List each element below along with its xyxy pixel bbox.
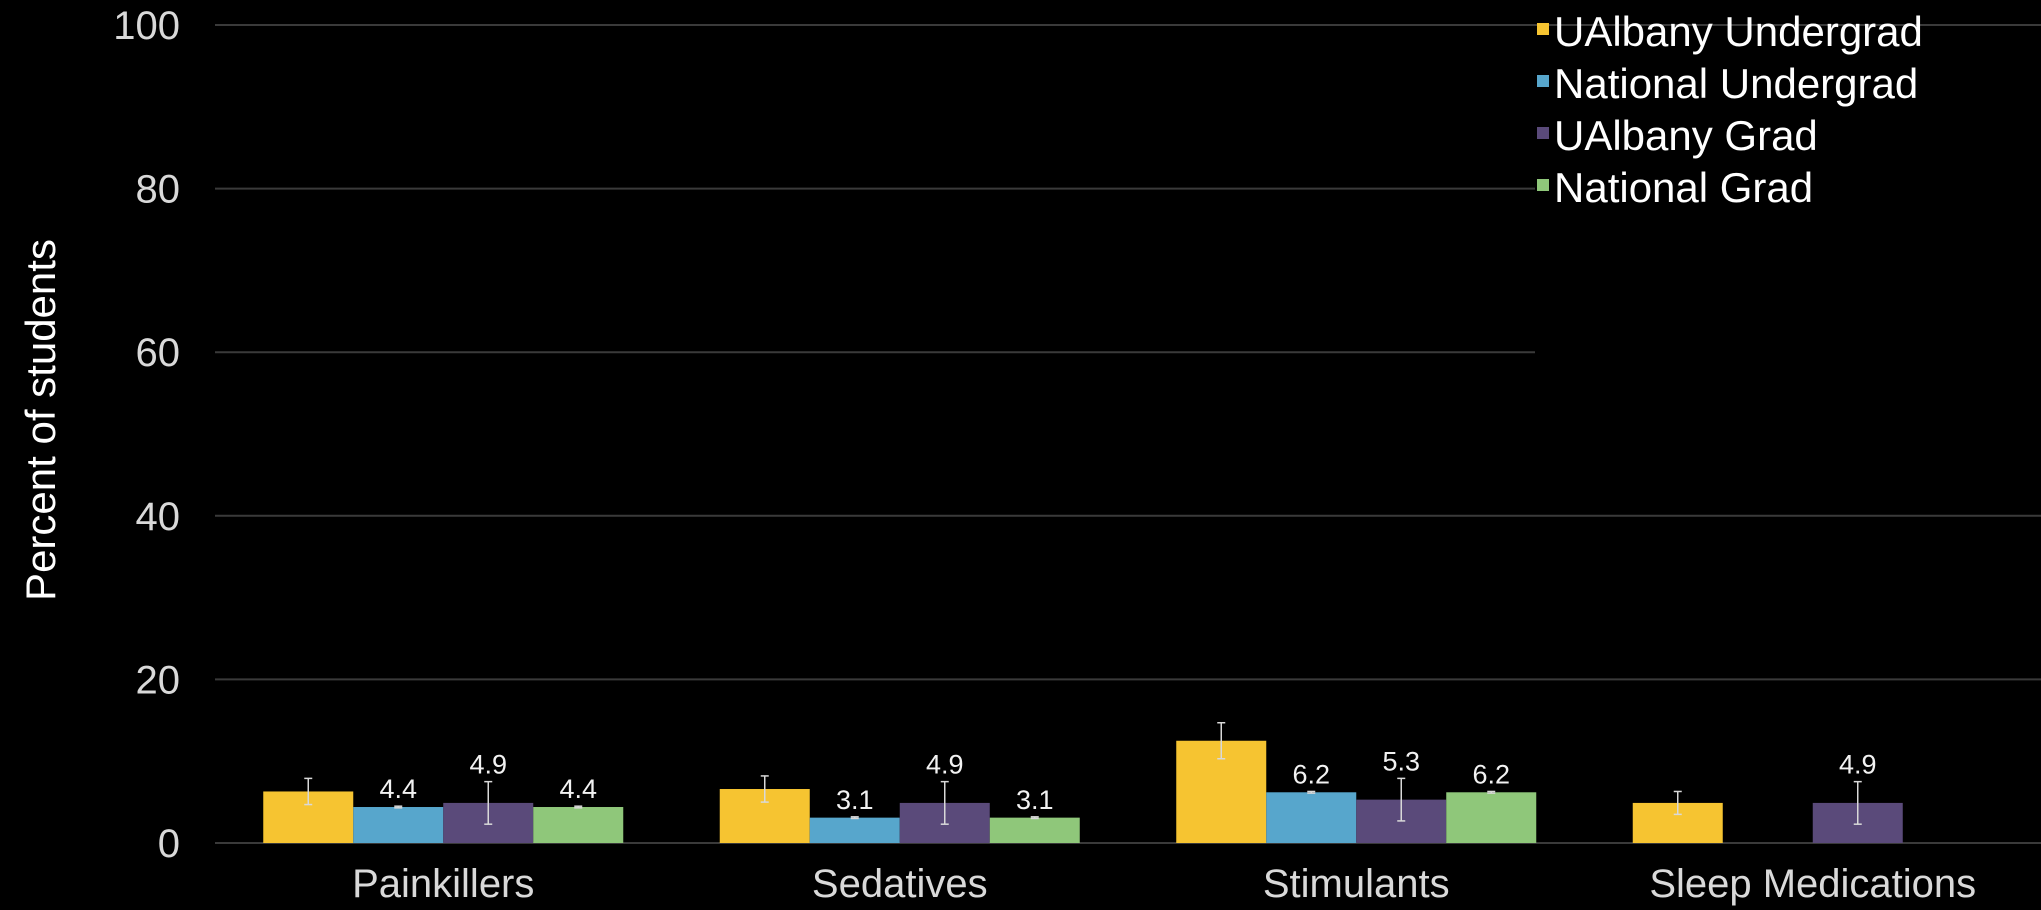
data-label: 4.4 <box>559 774 597 804</box>
data-label: 3.1 <box>1016 785 1054 815</box>
data-label: 4.9 <box>469 750 507 780</box>
y-tick-label: 20 <box>136 658 181 702</box>
legend-label: National Undergrad <box>1554 60 1918 107</box>
gridlines <box>215 24 2041 844</box>
bar <box>1266 792 1357 843</box>
data-label: 6.2 <box>1292 759 1330 789</box>
bar <box>809 817 900 843</box>
bar <box>1446 792 1537 843</box>
y-tick-label: 0 <box>158 822 180 866</box>
legend-swatch <box>1537 75 1549 87</box>
data-label: 4.9 <box>1839 750 1877 780</box>
data-label: 3.1 <box>836 785 874 815</box>
bar <box>989 817 1080 843</box>
legend-swatch <box>1537 127 1549 139</box>
y-axis-label: Percent of students <box>17 239 64 601</box>
x-axis-categories: Painkillers Sedatives Stimulants Sleep Medi… <box>352 862 1976 906</box>
y-tick-label: 100 <box>113 4 180 48</box>
bars: 4.4 4.9 4.4 3.1 4.9 3.1 6.2 5.3 6.2 4.9 <box>263 722 1903 843</box>
y-axis-ticks: 0 20 40 60 80 100 <box>113 4 180 866</box>
y-tick-label: 80 <box>136 168 181 212</box>
y-tick-label: 60 <box>136 331 181 375</box>
legend-label: National Grad <box>1554 164 1813 211</box>
y-tick-label: 40 <box>136 495 181 539</box>
legend: UAlbany Undergrad National Undergrad UAlba… <box>1537 8 1923 211</box>
category-label: Sedatives <box>812 862 988 906</box>
data-label: 4.9 <box>926 750 964 780</box>
legend-swatch <box>1537 23 1549 35</box>
category-label: Sleep Medications <box>1649 862 1976 906</box>
legend-swatch <box>1537 179 1549 191</box>
bar <box>353 807 444 843</box>
legend-label: UAlbany Grad <box>1554 112 1818 159</box>
data-label: 4.4 <box>379 774 417 804</box>
legend-label: UAlbany Undergrad <box>1554 8 1923 55</box>
bar <box>533 807 624 843</box>
category-label: Painkillers <box>352 862 534 906</box>
data-label: 6.2 <box>1472 759 1510 789</box>
category-label: Stimulants <box>1263 862 1450 906</box>
data-label: 5.3 <box>1382 746 1420 776</box>
